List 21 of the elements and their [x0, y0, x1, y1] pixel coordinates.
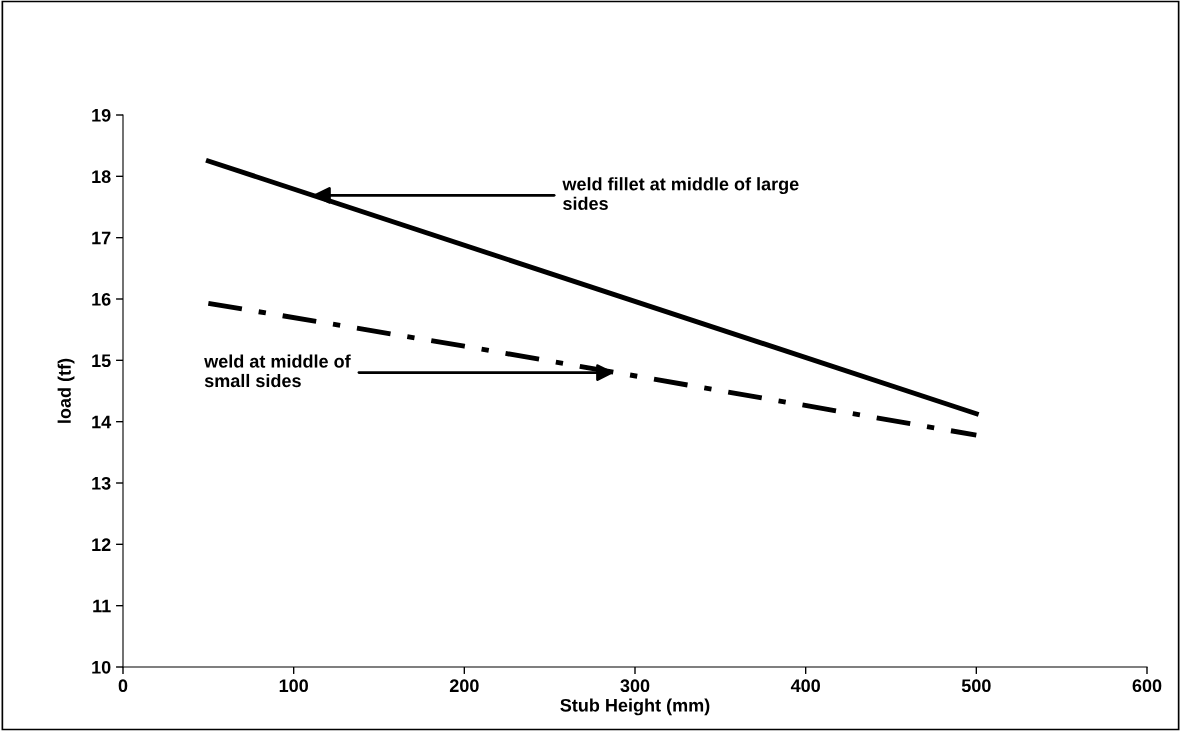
x-axis-title: Stub Height (mm) [560, 698, 710, 716]
y-tick-label: 12 [92, 538, 111, 551]
y-tick-label: 16 [92, 292, 111, 306]
x-tick-label: 0 [118, 679, 128, 693]
y-tick-label: 17 [92, 231, 111, 245]
x-tick-label: 600 [1132, 679, 1162, 693]
annotation: weld fillet at middle of large sides [562, 177, 799, 210]
annotation: weld at middle of small sides [204, 354, 351, 388]
y-tick-label: 13 [92, 476, 111, 490]
x-tick-label: 400 [790, 679, 820, 693]
x-tick-label: 500 [961, 679, 991, 693]
x-tick-label: 300 [620, 679, 650, 693]
y-tick-label: 10 [92, 660, 111, 674]
y-tick-label: 11 [93, 599, 111, 613]
y-tick-label: 18 [92, 170, 111, 184]
y-tick-label: 15 [92, 354, 111, 368]
y-axis-title: load (tf) [57, 358, 75, 423]
x-tick-label: 100 [279, 679, 308, 693]
y-tick-label: 14 [92, 415, 112, 429]
x-tick-label: 200 [449, 679, 479, 693]
y-tick-label: 19 [92, 108, 111, 122]
